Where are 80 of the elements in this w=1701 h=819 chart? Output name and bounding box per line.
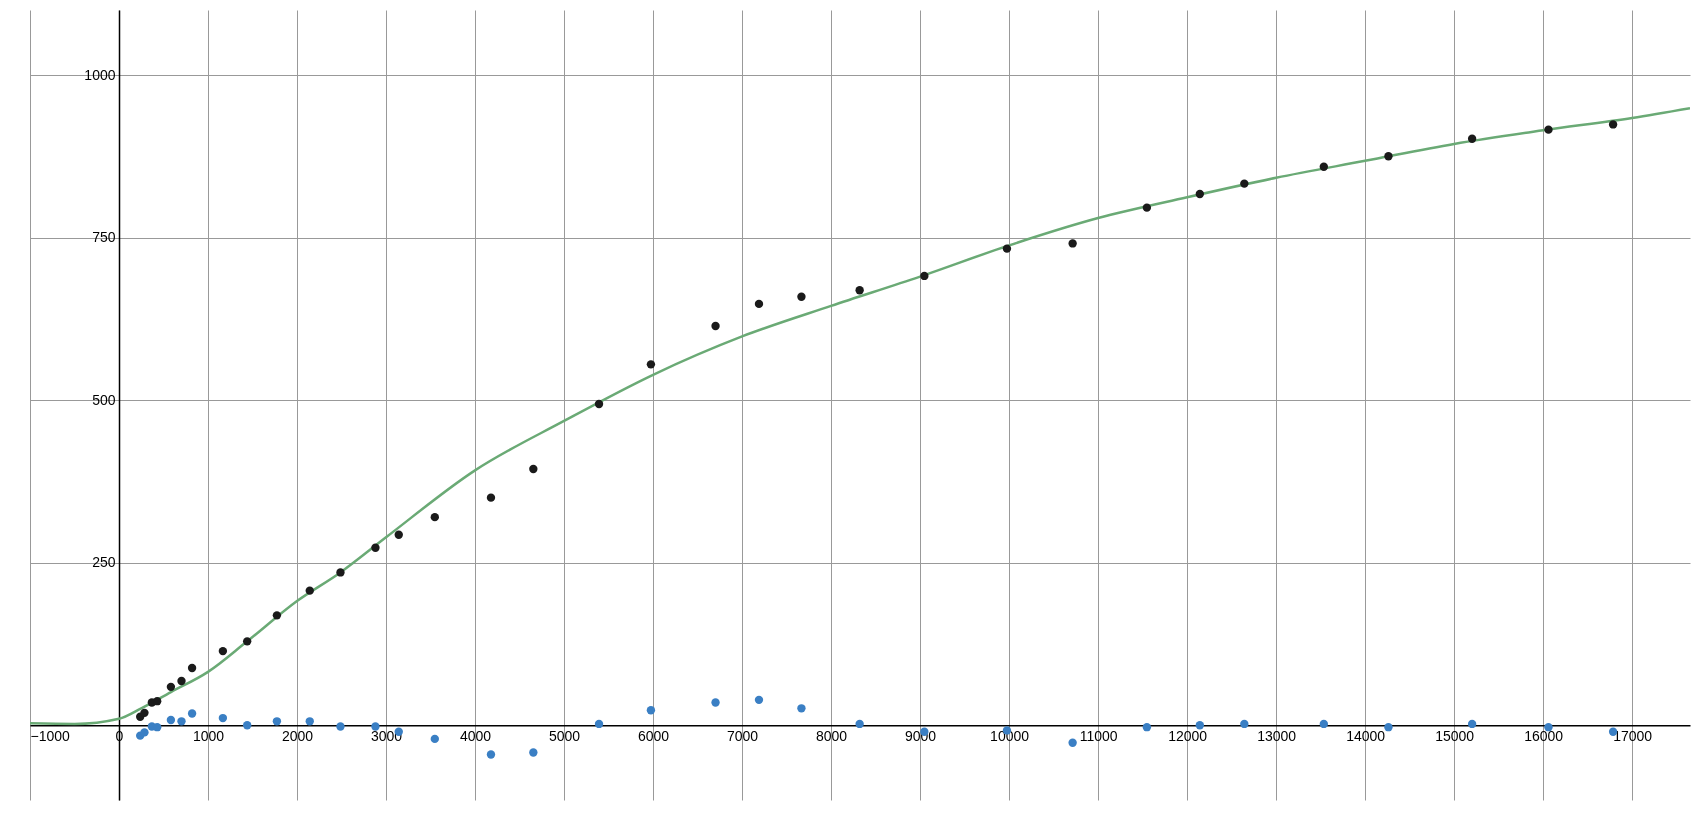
point (1384, 152, 1393, 161)
x-tick-label: 10000 (990, 727, 1030, 744)
point (140, 728, 149, 737)
x-tick-label: 5000 (548, 727, 581, 744)
point (529, 748, 538, 757)
point (371, 543, 380, 552)
point (1195, 189, 1205, 199)
point (243, 637, 252, 646)
point (394, 530, 403, 539)
point (140, 708, 149, 718)
point (153, 723, 162, 732)
point (754, 695, 764, 705)
point (1467, 719, 1477, 729)
x-tick-label: 2000 (281, 727, 314, 744)
point (711, 698, 720, 707)
point (1319, 719, 1328, 729)
point (371, 722, 380, 731)
point (1142, 723, 1152, 732)
point (218, 646, 228, 656)
point (1384, 723, 1393, 732)
point (1142, 203, 1152, 212)
point (1240, 179, 1249, 188)
point (1068, 738, 1077, 747)
point (920, 271, 929, 281)
x-tick-label: −1000 (30, 727, 71, 744)
x-tick-label: 12000 (1168, 727, 1208, 744)
point (797, 292, 806, 301)
point (711, 321, 720, 331)
x-tick-label: 6000 (637, 727, 670, 744)
point (646, 360, 656, 369)
point (243, 721, 252, 730)
x-tick-label: 4000 (459, 727, 492, 744)
point (1002, 244, 1012, 253)
x-tick-label: 8000 (815, 727, 848, 744)
x-tick-label: 14000 (1346, 727, 1386, 744)
point (177, 676, 186, 686)
point (187, 663, 197, 673)
point (177, 717, 186, 726)
point (797, 704, 806, 713)
point (336, 568, 345, 577)
point (305, 586, 314, 595)
point (1467, 134, 1477, 143)
point (430, 734, 439, 744)
point (1240, 719, 1249, 729)
x-tick-label: 11000 (1079, 727, 1118, 744)
point (166, 682, 176, 692)
y-tick-label: 1000 (84, 66, 116, 83)
x-tick-label: 13000 (1257, 727, 1297, 744)
point (166, 715, 176, 725)
point (430, 512, 439, 522)
point (594, 399, 604, 409)
point (1608, 120, 1618, 129)
point (272, 717, 282, 726)
point (486, 750, 496, 759)
x-tick-label: 1000 (192, 727, 225, 744)
point (646, 706, 656, 715)
point (529, 464, 538, 474)
point (153, 696, 162, 706)
point (1195, 721, 1205, 730)
point (305, 717, 314, 726)
point (855, 286, 864, 295)
point (594, 719, 604, 729)
point (218, 713, 228, 723)
point (486, 493, 496, 502)
point (1544, 125, 1553, 134)
point (272, 611, 282, 620)
y-tick-label: 750 (92, 229, 116, 246)
y-tick-label: 500 (92, 391, 116, 408)
x-tick-label: 17000 (1613, 727, 1653, 744)
line-series (30, 106, 1690, 726)
x-tick-label: 15000 (1435, 727, 1475, 744)
x-tick-label: 16000 (1524, 727, 1564, 744)
point (1068, 239, 1077, 248)
point (855, 719, 864, 729)
y-tick-label: 250 (92, 554, 116, 571)
x-tick-label: 7000 (726, 727, 759, 744)
point (187, 709, 197, 718)
point (754, 299, 764, 309)
point (1319, 162, 1328, 171)
point (336, 722, 345, 731)
